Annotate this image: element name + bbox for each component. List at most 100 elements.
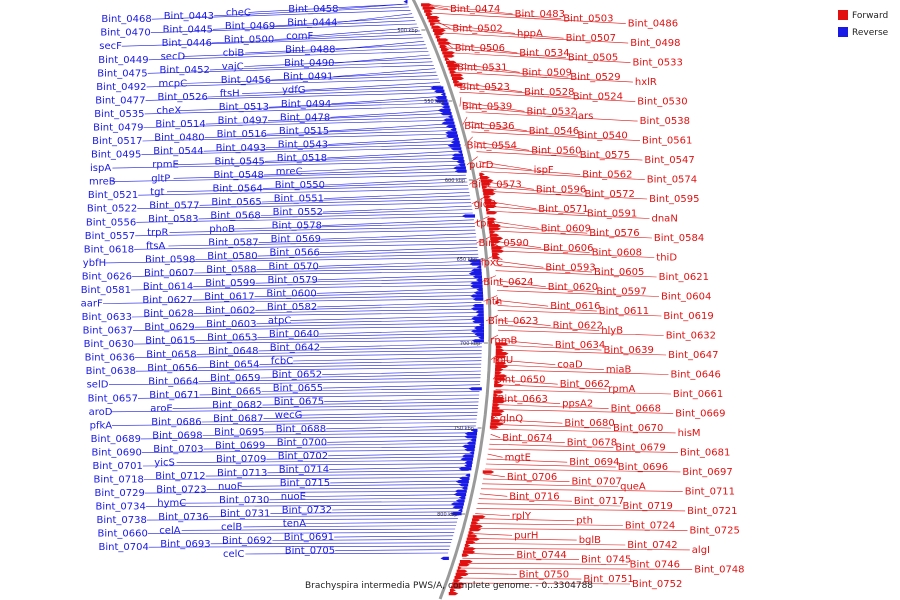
reverse-gene-label: Bint_0599	[205, 278, 255, 289]
reverse-feature-arrow	[450, 140, 460, 144]
reverse-feature-arrow	[434, 99, 448, 103]
connector-line	[497, 300, 549, 307]
forward-gene-label: queA	[620, 482, 646, 493]
connector-line	[482, 483, 619, 487]
connector-line	[442, 47, 566, 58]
forward-feature-arrow	[471, 521, 479, 525]
reverse-feature-arrow	[458, 508, 463, 512]
forward-feature-arrow	[481, 185, 488, 189]
forward-gene-label: Bint_0573	[471, 179, 521, 190]
forward-feature-arrow	[446, 60, 457, 64]
connector-line	[459, 91, 636, 102]
connector-line	[494, 404, 609, 409]
reverse-gene-label: Bint_0478	[280, 112, 330, 123]
connector-line	[477, 503, 621, 507]
connector-line	[293, 356, 482, 362]
connector-line	[326, 425, 476, 430]
reverse-gene-label: Bint_0513	[219, 102, 269, 113]
reverse-gene-label: Bint_0687	[213, 414, 263, 425]
connector-line	[192, 295, 482, 301]
reverse-gene-label: Bint_0688	[276, 424, 326, 435]
forward-gene-label: mgtE	[505, 452, 531, 463]
forward-gene-label: Bint_0670	[613, 423, 663, 434]
reverse-gene-label: Bint_0552	[273, 207, 323, 218]
connector-line	[490, 220, 539, 229]
reverse-gene-label: Bint_0629	[144, 322, 194, 333]
connector-line	[182, 47, 428, 57]
reverse-gene-label: gltP	[151, 173, 170, 184]
forward-feature-arrow	[491, 412, 503, 416]
forward-gene-label: Bint_0538	[640, 116, 690, 127]
forward-gene-label: coaD	[557, 360, 583, 371]
reverse-gene-label: Bint_0475	[97, 68, 147, 79]
connector-line	[478, 498, 572, 502]
forward-feature-arrow	[493, 396, 505, 400]
forward-gene-label: Bint_0706	[507, 472, 557, 483]
forward-feature-arrow	[451, 585, 464, 589]
connector-line	[110, 408, 478, 413]
reverse-gene-label: cheX	[156, 106, 181, 117]
connector-line	[473, 141, 530, 151]
scale-ticks: 500 kbp 550 kbp 600 kbp 650 kbp 700 kbp 750 k…	[397, 28, 488, 518]
forward-feature-arrow	[481, 182, 492, 186]
forward-feature-arrow	[492, 406, 501, 410]
reverse-gene-label: Bint_0693	[160, 539, 210, 550]
reverse-gene-label: Bint_0526	[158, 92, 208, 103]
forward-gene-label: Bint_0597	[596, 287, 646, 298]
reverse-gene-label: Bint_0480	[154, 133, 204, 144]
forward-gene-label: Bint_0632	[666, 331, 716, 342]
connector-line	[151, 10, 411, 20]
connector-line	[209, 61, 433, 71]
forward-gene-label: Bint_0524	[573, 92, 623, 103]
tick-label: 550 kbp	[424, 99, 444, 105]
reverse-gene-label: Bint_0701	[93, 461, 143, 472]
connector-line	[194, 267, 480, 274]
reverse-gene-label: mreC	[276, 167, 303, 178]
forward-gene-label: Bint_0679	[615, 443, 665, 454]
connector-line	[272, 538, 453, 541]
reverse-feature-arrow	[453, 492, 467, 496]
reverse-gene-label: Bint_0665	[211, 387, 261, 398]
reverse-gene-label: Bint_0698	[152, 431, 202, 442]
reverse-gene-label: Bint_0734	[96, 502, 146, 513]
forward-gene-label: Bint_0697	[682, 467, 732, 478]
connector-line	[261, 387, 480, 392]
forward-gene-label: hisM	[678, 428, 701, 439]
reverse-feature-arrow	[435, 96, 447, 100]
forward-gene-label: Bint_0604	[661, 292, 711, 303]
forward-feature-arrow	[480, 179, 494, 183]
forward-gene-label: Bint_0662	[560, 379, 610, 390]
connector-line	[497, 324, 600, 331]
reverse-gene-label: aroD	[89, 407, 113, 418]
reverse-feature-arrow	[469, 262, 481, 266]
connector-line	[248, 3, 408, 13]
connector-line	[270, 511, 460, 514]
connector-line	[263, 168, 465, 176]
connector-line	[322, 370, 481, 375]
reverse-gene-label: Bint_0709	[216, 454, 266, 465]
connector-line	[486, 458, 568, 463]
reverse-gene-label: Bint_0653	[207, 332, 257, 343]
reverse-feature-arrow	[440, 112, 452, 116]
connector-line	[483, 478, 570, 482]
reverse-gene-label: mreB	[89, 177, 116, 188]
reverse-gene-label: Bint_0627	[142, 295, 192, 306]
reverse-gene-label: Bint_0602	[205, 305, 255, 316]
reverse-gene-label: Bint_0729	[95, 488, 145, 499]
forward-feature-arrow	[488, 220, 495, 224]
connector-line	[448, 62, 520, 73]
reverse-feature-arrow	[441, 105, 450, 109]
connector-line	[481, 171, 645, 180]
forward-gene-label: Bint_0503	[563, 14, 613, 25]
forward-feature-arrow	[421, 3, 432, 7]
reverse-feature-arrow	[472, 320, 484, 324]
reverse-gene-label: Bint_0568	[210, 211, 260, 222]
forward-feature-arrow	[457, 566, 462, 570]
reverse-feature-arrow	[471, 329, 484, 333]
connector-line	[468, 121, 527, 132]
connector-line	[316, 288, 481, 294]
connector-line	[476, 508, 686, 512]
reverse-feature-arrow	[452, 137, 459, 141]
forward-gene-label: Bint_0725	[690, 525, 740, 536]
connector-line	[328, 137, 457, 145]
